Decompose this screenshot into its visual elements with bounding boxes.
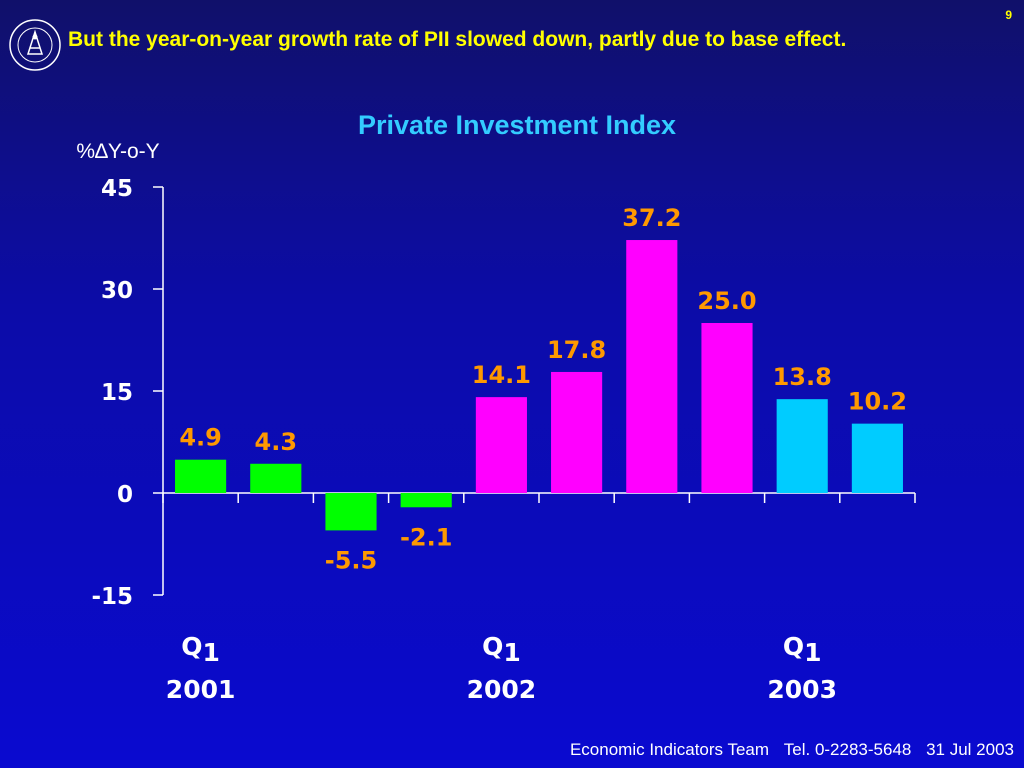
bar-value-label: 25.0	[697, 287, 756, 315]
x-year-label: 2003	[767, 675, 837, 704]
footer: Economic Indicators Team Tel. 0-2283-564…	[0, 740, 1014, 760]
bar-value-label: 17.8	[547, 336, 606, 364]
bar	[701, 323, 753, 493]
chart-title: Private Investment Index	[357, 110, 677, 140]
y-tick-label: 15	[101, 380, 133, 406]
bar-value-label: 14.1	[472, 361, 531, 389]
chart-axes: -15 0 15 30 45	[91, 176, 916, 610]
bar	[325, 493, 377, 531]
bar	[626, 240, 678, 493]
bar	[776, 399, 828, 493]
slide-headline: But the year-on-year growth rate of PII …	[68, 28, 847, 51]
y-tick-label: 0	[117, 482, 133, 508]
bar-value-label: -2.1	[400, 523, 452, 551]
x-quarter-label: Q1	[482, 632, 521, 667]
x-year-label: 2001	[166, 675, 236, 704]
bar-value-label: 13.8	[773, 363, 832, 391]
bar	[851, 423, 903, 493]
y-axis-label: %∆Y-o-Y	[76, 140, 159, 163]
bar-value-label: 37.2	[622, 204, 681, 232]
bar	[475, 397, 527, 493]
x-quarter-label: Q1	[783, 632, 822, 667]
bank-seal-icon	[9, 19, 61, 71]
x-year-label: 2002	[467, 675, 537, 704]
footer-team: Economic Indicators Team	[569, 740, 770, 759]
y-tick-label: 30	[101, 278, 133, 304]
bar-value-label: 4.9	[179, 424, 222, 452]
bar	[175, 459, 227, 493]
chart-bars	[175, 240, 903, 531]
footer-date: 31 Jul 2003	[926, 740, 1014, 759]
x-quarter-label: Q1	[181, 632, 220, 667]
bar-value-label: -5.5	[325, 546, 377, 574]
bar	[400, 493, 452, 508]
bar	[250, 463, 302, 493]
footer-phone: Tel. 0-2283-5648	[783, 740, 912, 759]
y-tick-label: 45	[101, 176, 133, 202]
value-labels: 4.9 4.3 -5.5 -2.1 14.1 17.8 37.2 25.0 13.8 10.2	[179, 204, 907, 574]
x-axis-labels: Q1 2001 Q1 2002 Q1 2003	[166, 632, 837, 704]
bar	[551, 371, 603, 493]
y-tick-label: -15	[91, 584, 133, 610]
bar-value-label: 4.3	[255, 428, 298, 456]
page-number: 9	[1005, 8, 1012, 22]
bar-value-label: 10.2	[848, 388, 907, 416]
